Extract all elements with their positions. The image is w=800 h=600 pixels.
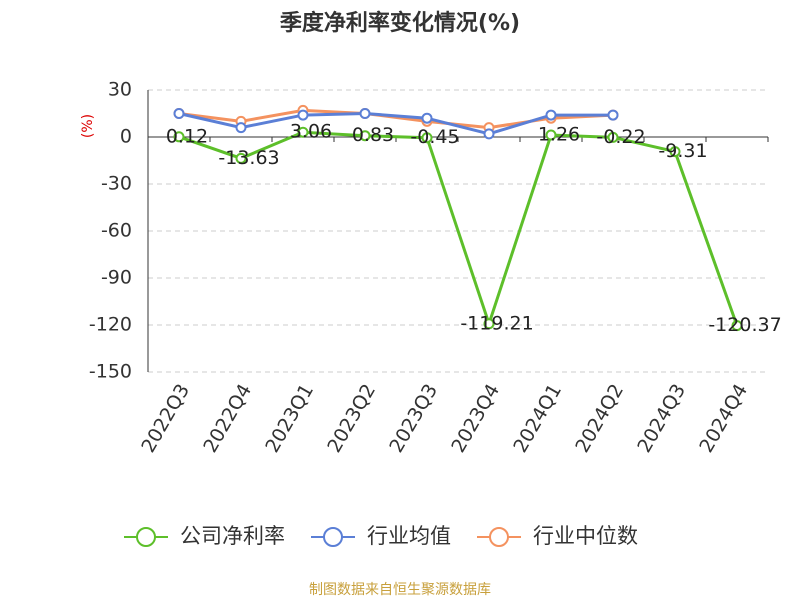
y-tick-label: 0 <box>120 126 132 148</box>
point <box>483 128 495 140</box>
y-tick-label: 30 <box>108 79 132 101</box>
legend-label: 行业中位数 <box>533 524 638 548</box>
legend-label: 行业均值 <box>367 524 451 548</box>
data-label: 0.12 <box>166 125 208 147</box>
point <box>297 126 309 138</box>
point <box>483 318 495 330</box>
data-label: -9.31 <box>658 140 707 162</box>
point <box>607 109 619 121</box>
y-axis-label: (%) <box>80 114 96 138</box>
legend-symbol <box>323 527 343 547</box>
data-label: 3.06 <box>290 121 332 143</box>
series-line <box>178 130 739 329</box>
series-line <box>178 111 613 136</box>
x-tick-label: 2024Q4 <box>695 380 752 456</box>
y-tick-label: -150 <box>89 361 132 383</box>
point <box>359 130 371 142</box>
point <box>297 109 309 121</box>
data-label: -13.63 <box>218 147 279 169</box>
data-label: -120.37 <box>708 314 781 336</box>
point <box>545 129 557 141</box>
y-tick-label: -60 <box>101 220 132 242</box>
point <box>235 122 247 134</box>
point <box>421 132 433 144</box>
x-tick-label: 2022Q4 <box>199 380 256 456</box>
x-tick-label: 2023Q1 <box>261 380 318 456</box>
point <box>669 146 681 158</box>
point <box>731 320 743 332</box>
x-tick-label: 2022Q3 <box>137 380 194 456</box>
data-label: -0.22 <box>596 126 645 148</box>
point <box>421 112 433 124</box>
x-tick-label: 2024Q3 <box>633 380 690 456</box>
y-tick-label: -30 <box>101 173 132 195</box>
point <box>173 108 185 119</box>
point <box>545 109 557 121</box>
legend-symbol <box>489 527 509 547</box>
point <box>173 131 185 143</box>
legend-label: 公司净利率 <box>180 524 285 548</box>
data-label: -0.45 <box>410 126 459 148</box>
x-tick-label: 2024Q2 <box>571 380 628 456</box>
x-tick-label: 2023Q2 <box>323 380 380 456</box>
y-tick-label: -120 <box>89 314 132 336</box>
data-label: -119.21 <box>460 312 533 334</box>
x-tick-label: 2024Q1 <box>509 380 566 456</box>
source: 制图数据来自恒生聚源数据库 <box>309 582 491 598</box>
point <box>607 131 619 143</box>
legend-symbol <box>136 527 156 547</box>
chart-title: 季度净利率变化情况(%) <box>280 10 520 36</box>
x-tick-label: 2023Q3 <box>385 380 442 456</box>
y-tick-label: -90 <box>101 267 132 289</box>
data-label: 0.83 <box>352 124 394 146</box>
data-label: 1.26 <box>538 124 580 146</box>
x-tick-label: 2023Q4 <box>447 380 504 456</box>
point <box>235 152 247 164</box>
point <box>359 108 371 119</box>
